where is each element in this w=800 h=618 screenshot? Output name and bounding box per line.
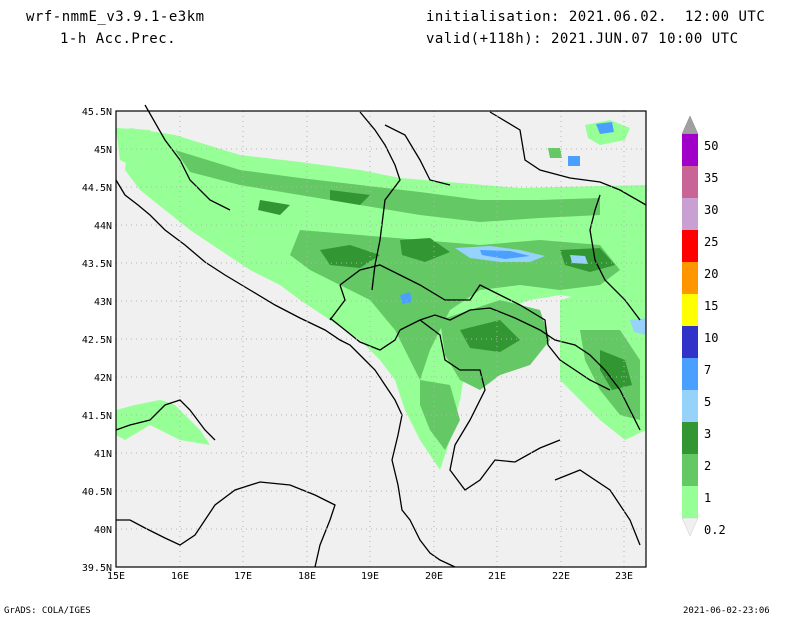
- colorbar-segment: [682, 390, 698, 422]
- colorbar-label: 2: [704, 459, 711, 473]
- colorbar-label: 30: [704, 203, 718, 217]
- grid-lines: [116, 111, 646, 567]
- colorbar-segment: [682, 198, 698, 230]
- colorbar-cap-bottom: [681, 517, 699, 537]
- colorbar-segment: [682, 326, 698, 358]
- footer-credit: GrADS: COLA/IGES: [4, 606, 91, 616]
- colorbar-cap-top: [681, 115, 699, 135]
- colorbar-label: 5: [704, 395, 711, 409]
- lon-label: 19E: [361, 571, 379, 582]
- lat-label: 41.5N: [82, 411, 112, 422]
- lat-label: 44.5N: [82, 183, 112, 194]
- colorbar-segment: [682, 486, 698, 518]
- precip-colorbar: 50 35 30 25 20 15 10 7 5 3 2 1 0.2: [681, 115, 726, 537]
- lat-label: 42.5N: [82, 335, 112, 346]
- lon-label: 20E: [425, 571, 443, 582]
- lon-label: 22E: [552, 571, 570, 582]
- colorbar-segment: [682, 262, 698, 294]
- lat-label: 39.5N: [82, 563, 112, 574]
- lon-label: 16E: [171, 571, 189, 582]
- colorbar-segment: [682, 422, 698, 454]
- lat-axis: 45.5N 45N 44.5N 44N 43.5N 43N 42.5N 42N …: [82, 107, 112, 574]
- lon-label: 15E: [107, 571, 125, 582]
- map-frame: [115, 110, 647, 568]
- lat-label: 40.5N: [82, 487, 112, 498]
- coastlines: [115, 104, 647, 568]
- colorbar-label: 15: [704, 299, 718, 313]
- colorbar-segment: [682, 166, 698, 198]
- valid-time: valid(+118h): 2021.JUN.07 10:00 UTC: [426, 31, 739, 47]
- lon-label: 21E: [488, 571, 506, 582]
- lat-label: 43.5N: [82, 259, 112, 270]
- lon-label: 23E: [615, 571, 633, 582]
- colorbar-segment: [682, 230, 698, 262]
- lon-label: 18E: [298, 571, 316, 582]
- colorbar-segment: [682, 454, 698, 486]
- colorbar-label: 7: [704, 363, 711, 377]
- footer-timestamp: 2021-06-02-23:06: [683, 606, 770, 616]
- colorbar-label: 25: [704, 235, 718, 249]
- lat-label: 44N: [94, 221, 112, 232]
- colorbar-label: 35: [704, 171, 718, 185]
- lat-label: 43N: [94, 297, 112, 308]
- model-title: wrf-nmmE_v3.9.1-e3km: [26, 9, 205, 25]
- field-title: 1-h Acc.Prec.: [60, 31, 177, 47]
- colorbar-label: 10: [704, 331, 718, 345]
- colorbar-label: 3: [704, 427, 711, 441]
- sea-region: [116, 215, 395, 567]
- lat-label: 45N: [94, 145, 112, 156]
- lat-label: 45.5N: [82, 107, 112, 118]
- colorbar-segment: [682, 294, 698, 326]
- lat-label: 42N: [94, 373, 112, 384]
- lat-label: 40N: [94, 525, 112, 536]
- lat-label: 41N: [94, 449, 112, 460]
- colorbar-segment: [682, 134, 698, 166]
- colorbar-label: 50: [704, 139, 718, 153]
- colorbar-label: 0.2: [704, 523, 726, 537]
- colorbar-segment: [682, 358, 698, 390]
- colorbar-label: 20: [704, 267, 718, 281]
- init-time: initialisation: 2021.06.02. 12:00 UTC: [426, 9, 766, 25]
- lon-axis: 15E 16E 17E 18E 19E 20E 21E 22E 23E: [107, 571, 633, 582]
- colorbar-label: 1: [704, 491, 711, 505]
- lon-label: 17E: [234, 571, 252, 582]
